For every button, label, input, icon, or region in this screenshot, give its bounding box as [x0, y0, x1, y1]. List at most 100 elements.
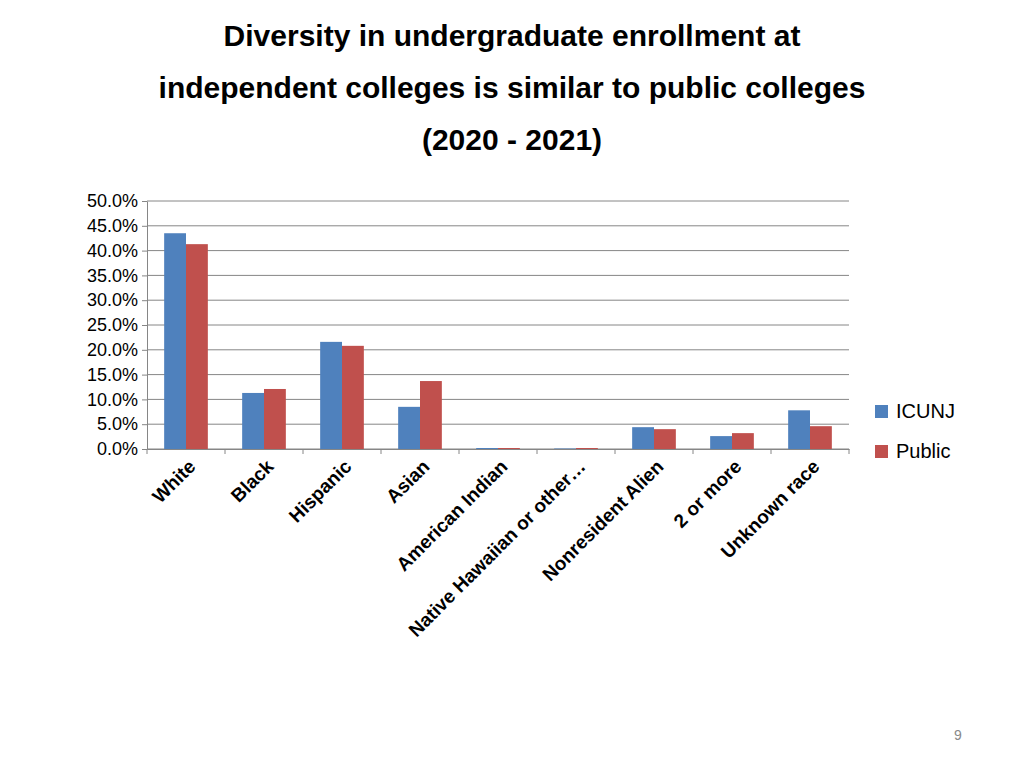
y-tick-mark [142, 375, 147, 376]
x-separator [381, 449, 382, 454]
y-tick: 15.0% [87, 365, 147, 385]
y-tick-mark [142, 251, 147, 252]
y-tick-mark [142, 226, 147, 227]
bar [554, 448, 576, 449]
bar [342, 346, 364, 449]
y-tick: 25.0% [87, 315, 147, 335]
bar [476, 448, 498, 449]
legend: ICUNJ Public [875, 400, 955, 462]
title: Diversity in undergraduate enrollment at… [159, 19, 866, 156]
y-tick: 45.0% [87, 216, 147, 236]
x-tick: Hispanic [285, 449, 356, 527]
x-separator [147, 449, 148, 454]
grid [147, 201, 849, 449]
y-tick: 40.0% [87, 241, 147, 261]
grid-line [147, 275, 849, 276]
x-separator [615, 449, 616, 454]
bar [398, 407, 420, 449]
bar [810, 426, 832, 449]
x-separator [537, 449, 538, 454]
y-tick-label: 30.0% [87, 290, 138, 310]
grid-line [147, 349, 849, 350]
x-tick: White [148, 449, 199, 507]
grid-line [147, 374, 849, 375]
x-tick-label: White [148, 456, 199, 507]
bar [186, 244, 208, 449]
y-tick: 20.0% [87, 340, 147, 360]
legend-label: ICUNJ [896, 400, 955, 422]
x-tick-label: Nonresident Alien [538, 456, 667, 585]
y-tick-label: 25.0% [87, 315, 138, 335]
y-tick: 30.0% [87, 290, 147, 310]
y-tick-label: 45.0% [87, 216, 138, 236]
bar [654, 429, 676, 449]
y-tick-label: 5.0% [97, 414, 138, 434]
bar [498, 448, 520, 449]
page-number: 9 [954, 727, 962, 743]
grid-line [147, 300, 849, 301]
grid-line [147, 225, 849, 226]
bar [576, 448, 598, 449]
y-tick-label: 15.0% [87, 365, 138, 385]
x-tick: Asian [382, 449, 433, 507]
bar [732, 433, 754, 449]
grid-line [147, 250, 849, 251]
legend-label: Public [896, 440, 950, 462]
x-tick-label: Unknown race [717, 456, 824, 563]
y-tick-mark [142, 399, 147, 400]
y-tick-mark [142, 300, 147, 301]
bar [788, 410, 810, 449]
bar [710, 436, 732, 449]
y-tick-label: 40.0% [87, 241, 138, 261]
y-tick-mark [142, 201, 147, 202]
x-tick-label: Asian [382, 456, 433, 507]
x-separator [849, 449, 850, 454]
y-tick-label: 35.0% [87, 266, 138, 286]
y-tick-label: 10.0% [87, 390, 138, 410]
x-axis: WhiteBlackHispanicAsianAmerican IndianNa… [148, 449, 850, 641]
y-tick: 5.0% [97, 414, 147, 434]
bars [164, 233, 832, 449]
y-tick-mark [142, 275, 147, 276]
y-tick: 10.0% [87, 390, 147, 410]
y-tick-mark [142, 350, 147, 351]
y-tick: 0.0% [97, 439, 147, 459]
bar [420, 381, 442, 449]
bar [164, 233, 186, 449]
x-separator [303, 449, 304, 454]
bar [632, 427, 654, 449]
y-tick: 50.0% [87, 191, 147, 211]
y-tick-mark [142, 325, 147, 326]
x-separators [147, 449, 849, 454]
y-tick: 35.0% [87, 266, 147, 286]
x-tick: Nonresident Alien [538, 449, 667, 585]
title-line: (2020 - 2021) [422, 123, 602, 156]
y-tick-label: 0.0% [97, 439, 138, 459]
legend-swatch [875, 405, 888, 418]
x-tick: Unknown race [717, 449, 824, 562]
x-separator [459, 449, 460, 454]
x-tick: 2 or more [669, 449, 745, 532]
x-axis-line [148, 449, 850, 450]
bar [264, 389, 286, 449]
x-tick-label: 2 or more [669, 456, 745, 532]
title-line: Diversity in undergraduate enrollment at [224, 19, 801, 52]
x-tick: Native Hawaiian or other… [404, 449, 589, 641]
y-tick-label: 50.0% [87, 191, 138, 211]
x-separator [225, 449, 226, 454]
grid-line [147, 325, 849, 326]
y-axis: 0.0% 5.0% 10.0% 15.0% 20.0% 25.0% 30.0% 35.0% 40… [87, 191, 148, 459]
x-tick: Black [227, 449, 278, 506]
bar [242, 393, 264, 449]
x-tick-label: Black [227, 455, 278, 506]
chart: Diversity in undergraduate enrollment at… [0, 0, 1024, 768]
y-tick-mark [142, 424, 147, 425]
legend-swatch [875, 445, 888, 458]
x-separator [771, 449, 772, 454]
bar [320, 342, 342, 449]
y-axis-line [147, 202, 148, 450]
title-line: independent colleges is similar to publi… [159, 71, 866, 104]
x-separator [693, 449, 694, 454]
x-tick-label: Hispanic [285, 455, 356, 526]
y-tick-mark [142, 449, 147, 450]
